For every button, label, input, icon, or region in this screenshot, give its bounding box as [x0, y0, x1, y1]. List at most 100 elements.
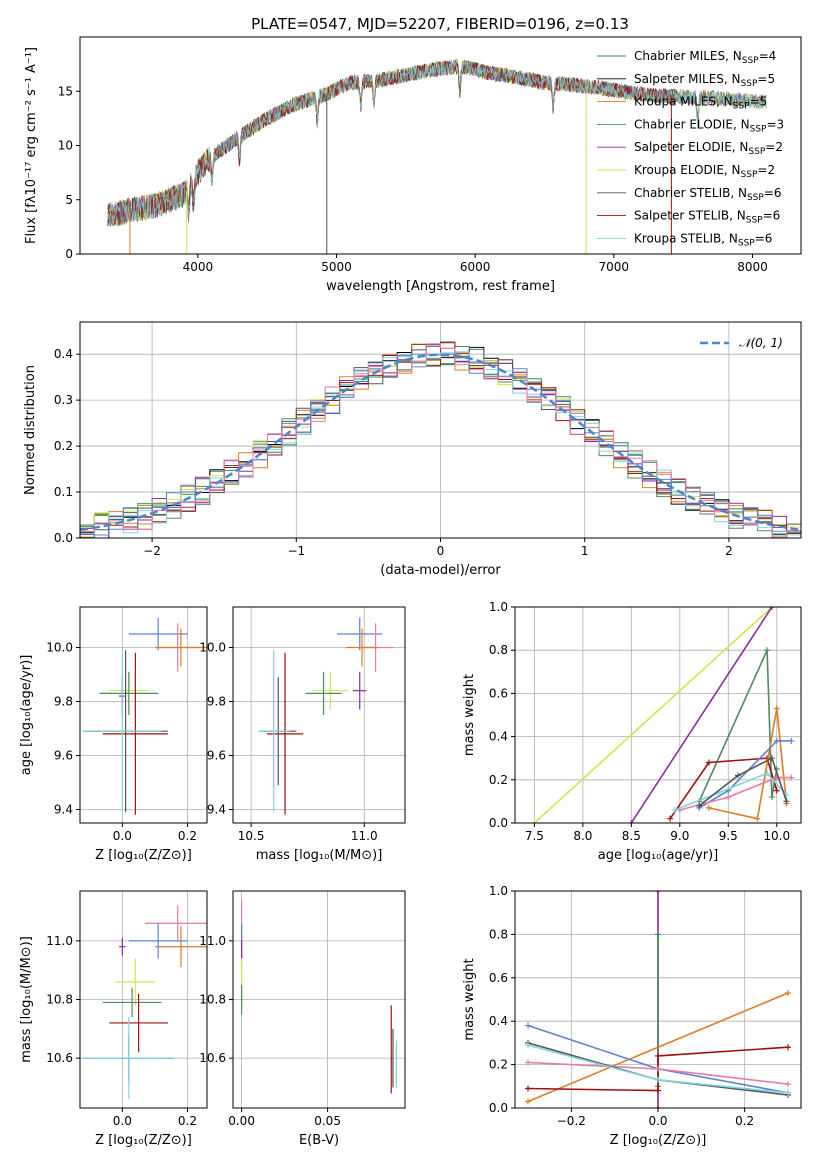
errorbar-point — [99, 671, 159, 715]
x-tick-label: 0.00 — [228, 1114, 255, 1128]
plot-area-mass_weight_vs_z — [525, 891, 791, 1108]
x-tick-label: 0 — [437, 544, 445, 558]
panel-spectrum: 4000 5000 6000 7000 8000 0 5 10 15 wavelength [An… — [24, 36, 802, 294]
weight-marker — [705, 804, 712, 811]
y-tick-label: 0.8 — [489, 927, 508, 941]
errorbar-point — [337, 617, 383, 651]
errorbar-point — [83, 1017, 175, 1100]
weight-marker — [655, 891, 661, 894]
y-tick-label: 9.4 — [54, 803, 73, 817]
y-tick-label: 10.6 — [46, 1051, 73, 1065]
axes-frame — [79, 606, 208, 824]
y-axis-label: Flux [fλ10⁻¹⁷ erg cm⁻² s⁻¹ A⁻¹] — [24, 47, 39, 244]
weight-series — [698, 757, 788, 807]
x-tick-label: 9.5 — [719, 829, 738, 843]
errorbar-point — [119, 937, 126, 956]
y-tick-label: 0.2 — [489, 1058, 508, 1072]
residual-histogram — [80, 344, 801, 538]
x-tick-label: 0.0 — [113, 829, 132, 843]
y-tick-label: 5 — [65, 193, 73, 207]
residual-histogram — [80, 342, 801, 532]
residual-histogram — [80, 343, 801, 538]
y-tick-label: 11.0 — [46, 934, 73, 948]
weight-marker — [655, 931, 661, 938]
legend-entry: 𝒩(0, 1) — [739, 336, 783, 350]
y-tick-label: 1.0 — [489, 884, 508, 898]
x-tick-label: 10.0 — [763, 829, 790, 843]
y-tick-label: 0.2 — [489, 773, 508, 787]
legend-entry: Salpeter ELODIE, NSSP=2 — [634, 140, 783, 157]
weight-series — [708, 708, 788, 820]
panel-residuals: −2 −1 0 1 2 0.0 0.1 0.2 0.3 0.4 (data-model)/error… — [23, 321, 802, 578]
legend-entry: Salpeter STELIB, NSSP=6 — [634, 209, 780, 226]
weight-marker — [734, 772, 741, 779]
weight-marker — [768, 794, 775, 801]
weight-marker — [783, 798, 790, 805]
y-tick-label: 0.0 — [489, 1101, 508, 1115]
weight-series — [630, 607, 773, 823]
residual-histogram — [80, 341, 801, 538]
legend-entry: Salpeter MILES, NSSP=5 — [634, 72, 775, 89]
y-tick-label: 0.3 — [54, 393, 73, 407]
x-axis-label: mass [log₁₀(M/M⊙)] — [256, 848, 383, 863]
errorbar-point — [145, 905, 207, 941]
gaussian-curve — [80, 353, 799, 532]
panel-mass_vs_ebv: 0.00 0.05 10.6 10.8 11.0 E(B-V) — [199, 890, 406, 1148]
weight-marker — [628, 820, 635, 823]
x-tick-label: 2 — [725, 544, 733, 558]
y-axis-label: Normed distribution — [23, 365, 38, 495]
y-tick-label: 9.8 — [207, 695, 226, 709]
errorbar-point — [128, 617, 188, 651]
x-tick-label: 0.0 — [113, 1114, 132, 1128]
weight-series — [674, 772, 788, 811]
legend-entry: Chabrier ELODIE, NSSP=3 — [634, 117, 784, 134]
x-tick-label: 0.2 — [178, 1114, 197, 1128]
weight-marker — [531, 820, 538, 823]
x-tick-label: −2 — [143, 544, 161, 558]
weight-marker — [655, 1076, 661, 1083]
errorbar-point — [83, 650, 162, 813]
weight-marker — [785, 989, 791, 996]
panel-age_vs_z: 0.0 0.2 9.4 9.6 9.8 10.0 Z [log₁₀(Z/Z⊙)] age [l… — [19, 606, 208, 863]
y-tick-label: 0.8 — [489, 643, 508, 657]
x-tick-label: 7000 — [599, 260, 630, 274]
y-tick-label: 0.6 — [489, 686, 508, 700]
x-axis-label: Z [log₁₀(Z/Z⊙)] — [95, 1133, 192, 1148]
plot-area-mass_weight_vs_age — [531, 607, 795, 823]
y-axis-label: age [log₁₀(age/yr)] — [19, 655, 34, 776]
weight-marker — [655, 1087, 661, 1094]
figure-title: PLATE=0547, MJD=52207, FIBERID=0196, z=0… — [251, 15, 629, 33]
weight-marker — [525, 1085, 531, 1092]
x-tick-label: 0.2 — [178, 829, 197, 843]
x-tick-label: 6000 — [460, 260, 491, 274]
y-tick-label: 1.0 — [489, 600, 508, 614]
x-tick-label: 8.0 — [573, 829, 592, 843]
y-tick-label: 0.4 — [489, 730, 508, 744]
plot-area-spectrum — [107, 58, 767, 254]
y-tick-label: 10.0 — [46, 641, 73, 655]
y-tick-label: 10.8 — [46, 993, 73, 1007]
weight-marker — [773, 787, 780, 794]
weight-marker — [768, 755, 775, 762]
y-axis-label: mass weight — [462, 958, 477, 1040]
errorbar-point — [312, 671, 349, 710]
weight-marker — [785, 1089, 791, 1096]
x-tick-label: −1 — [287, 544, 305, 558]
errorbar-point — [346, 628, 378, 667]
y-tick-label: 0.0 — [54, 531, 73, 545]
y-tick-label: 0.6 — [489, 971, 508, 985]
weight-marker — [764, 647, 771, 654]
y-tick-label: 9.8 — [54, 695, 73, 709]
y-tick-label: 0.4 — [54, 347, 73, 361]
x-axis-label: (data-model)/error — [380, 563, 501, 578]
weight-marker — [768, 607, 775, 610]
residual-histogram — [80, 345, 801, 538]
weight-series — [679, 776, 792, 811]
weight-marker — [525, 1042, 531, 1049]
plot-area-age_vs_z — [83, 617, 207, 815]
weight-marker — [785, 1044, 791, 1051]
weight-marker — [655, 1052, 661, 1059]
y-tick-label: 9.6 — [207, 749, 226, 763]
weight-marker — [764, 770, 771, 777]
legend-entry: Kroupa ELODIE, NSSP=2 — [634, 163, 775, 180]
